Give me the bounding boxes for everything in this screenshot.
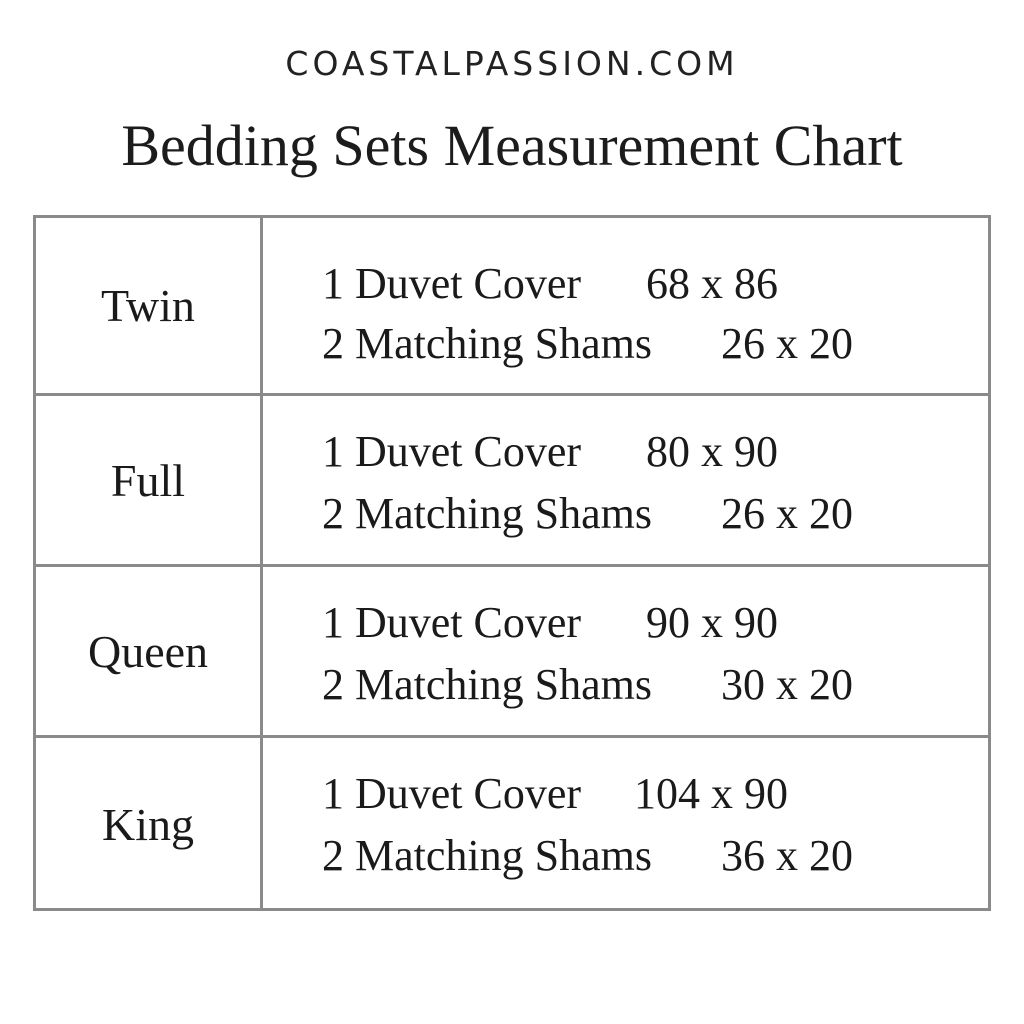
shams-label: 2 Matching Shams (322, 489, 652, 538)
duvet-dimensions: 80 x 90 (646, 427, 778, 476)
shams-label: 2 Matching Shams (322, 660, 652, 709)
duvet-label: 1 Duvet Cover (322, 769, 582, 818)
shams-label: 2 Matching Shams (322, 831, 652, 880)
table-row: King 1 Duvet Cover 104 x 90 2 Matching S… (36, 735, 988, 911)
table-row: Full 1 Duvet Cover 80 x 90 2 Matching Sh… (36, 393, 988, 564)
shams-dimensions: 26 x 20 (721, 319, 853, 368)
table-row: Queen 1 Duvet Cover 90 x 90 2 Matching S… (36, 564, 988, 735)
duvet-dimensions: 90 x 90 (646, 598, 778, 647)
duvet-dimensions: 104 x 90 (634, 769, 788, 818)
size-label: Full (36, 396, 263, 564)
shams-dimensions: 26 x 20 (721, 489, 853, 538)
page-title: Bedding Sets Measurement Chart (121, 113, 903, 178)
shams-label: 2 Matching Shams (322, 319, 652, 368)
size-label: Queen (36, 567, 263, 735)
table-row: Twin 1 Duvet Cover 68 x 86 2 Matching Sh… (36, 218, 988, 393)
duvet-dimensions: 68 x 86 (646, 259, 778, 308)
size-label: Twin (36, 218, 263, 393)
duvet-label: 1 Duvet Cover (322, 259, 582, 308)
measurement-table: Twin 1 Duvet Cover 68 x 86 2 Matching Sh… (33, 215, 991, 911)
shams-dimensions: 36 x 20 (721, 831, 853, 880)
size-label: King (36, 738, 263, 911)
duvet-label: 1 Duvet Cover (322, 427, 582, 476)
duvet-label: 1 Duvet Cover (322, 598, 582, 647)
site-name: COASTALPASSION.COM (285, 44, 739, 83)
shams-dimensions: 30 x 20 (721, 660, 853, 709)
